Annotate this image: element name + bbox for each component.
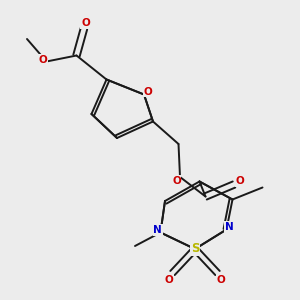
Text: O: O <box>38 55 47 65</box>
Text: O: O <box>81 18 90 28</box>
Text: N: N <box>225 222 234 232</box>
Text: N: N <box>153 225 162 235</box>
Text: O: O <box>164 274 173 285</box>
Text: O: O <box>236 176 244 187</box>
Text: O: O <box>172 176 181 186</box>
Text: O: O <box>143 86 152 97</box>
Text: S: S <box>191 242 199 256</box>
Text: O: O <box>217 274 226 285</box>
